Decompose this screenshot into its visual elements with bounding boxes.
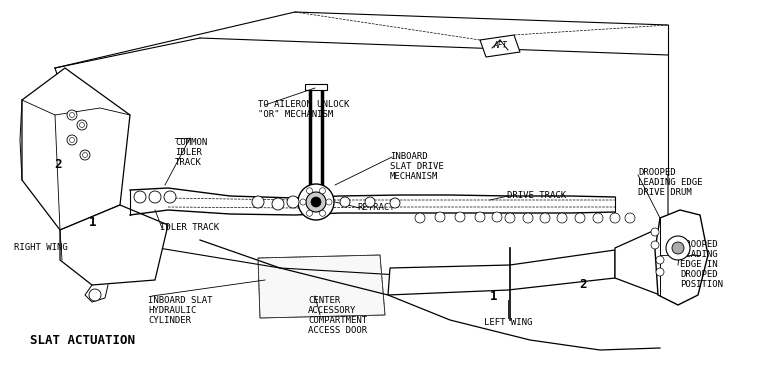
Circle shape (415, 213, 425, 223)
Circle shape (672, 242, 684, 254)
Polygon shape (655, 210, 708, 305)
Text: 1: 1 (89, 216, 96, 229)
Text: RETRACT: RETRACT (357, 204, 394, 212)
Circle shape (300, 199, 306, 205)
Circle shape (435, 212, 445, 222)
Circle shape (307, 210, 313, 216)
Circle shape (666, 236, 690, 260)
Polygon shape (60, 205, 168, 285)
Polygon shape (305, 84, 327, 90)
Circle shape (505, 213, 515, 223)
Circle shape (67, 110, 77, 120)
Circle shape (610, 213, 620, 223)
Circle shape (67, 135, 77, 145)
Circle shape (455, 212, 465, 222)
Text: SLAT ACTUATION: SLAT ACTUATION (30, 333, 135, 347)
Circle shape (365, 197, 375, 207)
Circle shape (69, 138, 75, 142)
Text: 1: 1 (490, 290, 498, 302)
Text: DROOPED
LEADING
EDGE IN
DROOPED
POSITION: DROOPED LEADING EDGE IN DROOPED POSITION (680, 240, 723, 289)
Text: 2: 2 (54, 159, 61, 171)
Circle shape (307, 188, 313, 194)
Circle shape (651, 241, 659, 249)
Circle shape (475, 212, 485, 222)
Circle shape (523, 213, 533, 223)
Text: COMMON
IDLER
TRACK: COMMON IDLER TRACK (175, 138, 207, 167)
Circle shape (593, 213, 603, 223)
Circle shape (80, 150, 90, 160)
Polygon shape (22, 68, 130, 230)
Circle shape (89, 289, 101, 301)
Circle shape (272, 198, 284, 210)
Circle shape (252, 196, 264, 208)
Text: INBOARD SLAT
HYDRAULIC
CYLINDER: INBOARD SLAT HYDRAULIC CYLINDER (148, 296, 212, 325)
Circle shape (340, 197, 350, 207)
Text: DRIVE TRACK: DRIVE TRACK (507, 191, 566, 201)
Circle shape (82, 152, 87, 158)
Circle shape (77, 120, 87, 130)
Circle shape (306, 192, 326, 212)
Text: AFT: AFT (493, 41, 507, 50)
Circle shape (298, 184, 334, 220)
Text: LEFT WING: LEFT WING (484, 318, 532, 327)
Polygon shape (388, 250, 615, 295)
Polygon shape (615, 230, 680, 295)
Circle shape (69, 113, 75, 117)
Circle shape (651, 228, 659, 236)
Text: CENTER
ACCESSORY
COMPARTMENT
ACCESS DOOR: CENTER ACCESSORY COMPARTMENT ACCESS DOOR (308, 296, 367, 335)
Circle shape (311, 197, 321, 207)
Text: 2: 2 (580, 277, 587, 290)
Polygon shape (480, 35, 520, 57)
Circle shape (656, 268, 664, 276)
Polygon shape (258, 255, 385, 318)
Circle shape (79, 123, 85, 127)
Text: DROOPED
LEADING EDGE
DRIVE DRUM: DROOPED LEADING EDGE DRIVE DRUM (638, 168, 703, 197)
Text: IDLER TRACK: IDLER TRACK (160, 223, 219, 233)
Text: RIGHT WING: RIGHT WING (14, 244, 68, 252)
Circle shape (540, 213, 550, 223)
Circle shape (149, 191, 161, 203)
Circle shape (656, 256, 664, 264)
Circle shape (390, 198, 400, 208)
Text: INBOARD
SLAT DRIVE
MECHANISM: INBOARD SLAT DRIVE MECHANISM (390, 152, 443, 181)
Circle shape (575, 213, 585, 223)
Circle shape (492, 212, 502, 222)
Text: TO AILERON UNLOCK
"OR" MECHANISM: TO AILERON UNLOCK "OR" MECHANISM (258, 100, 349, 119)
Circle shape (320, 210, 325, 216)
Circle shape (320, 188, 325, 194)
Circle shape (287, 196, 299, 208)
Circle shape (326, 199, 332, 205)
Circle shape (134, 191, 146, 203)
Circle shape (557, 213, 567, 223)
Circle shape (164, 191, 176, 203)
Circle shape (625, 213, 635, 223)
